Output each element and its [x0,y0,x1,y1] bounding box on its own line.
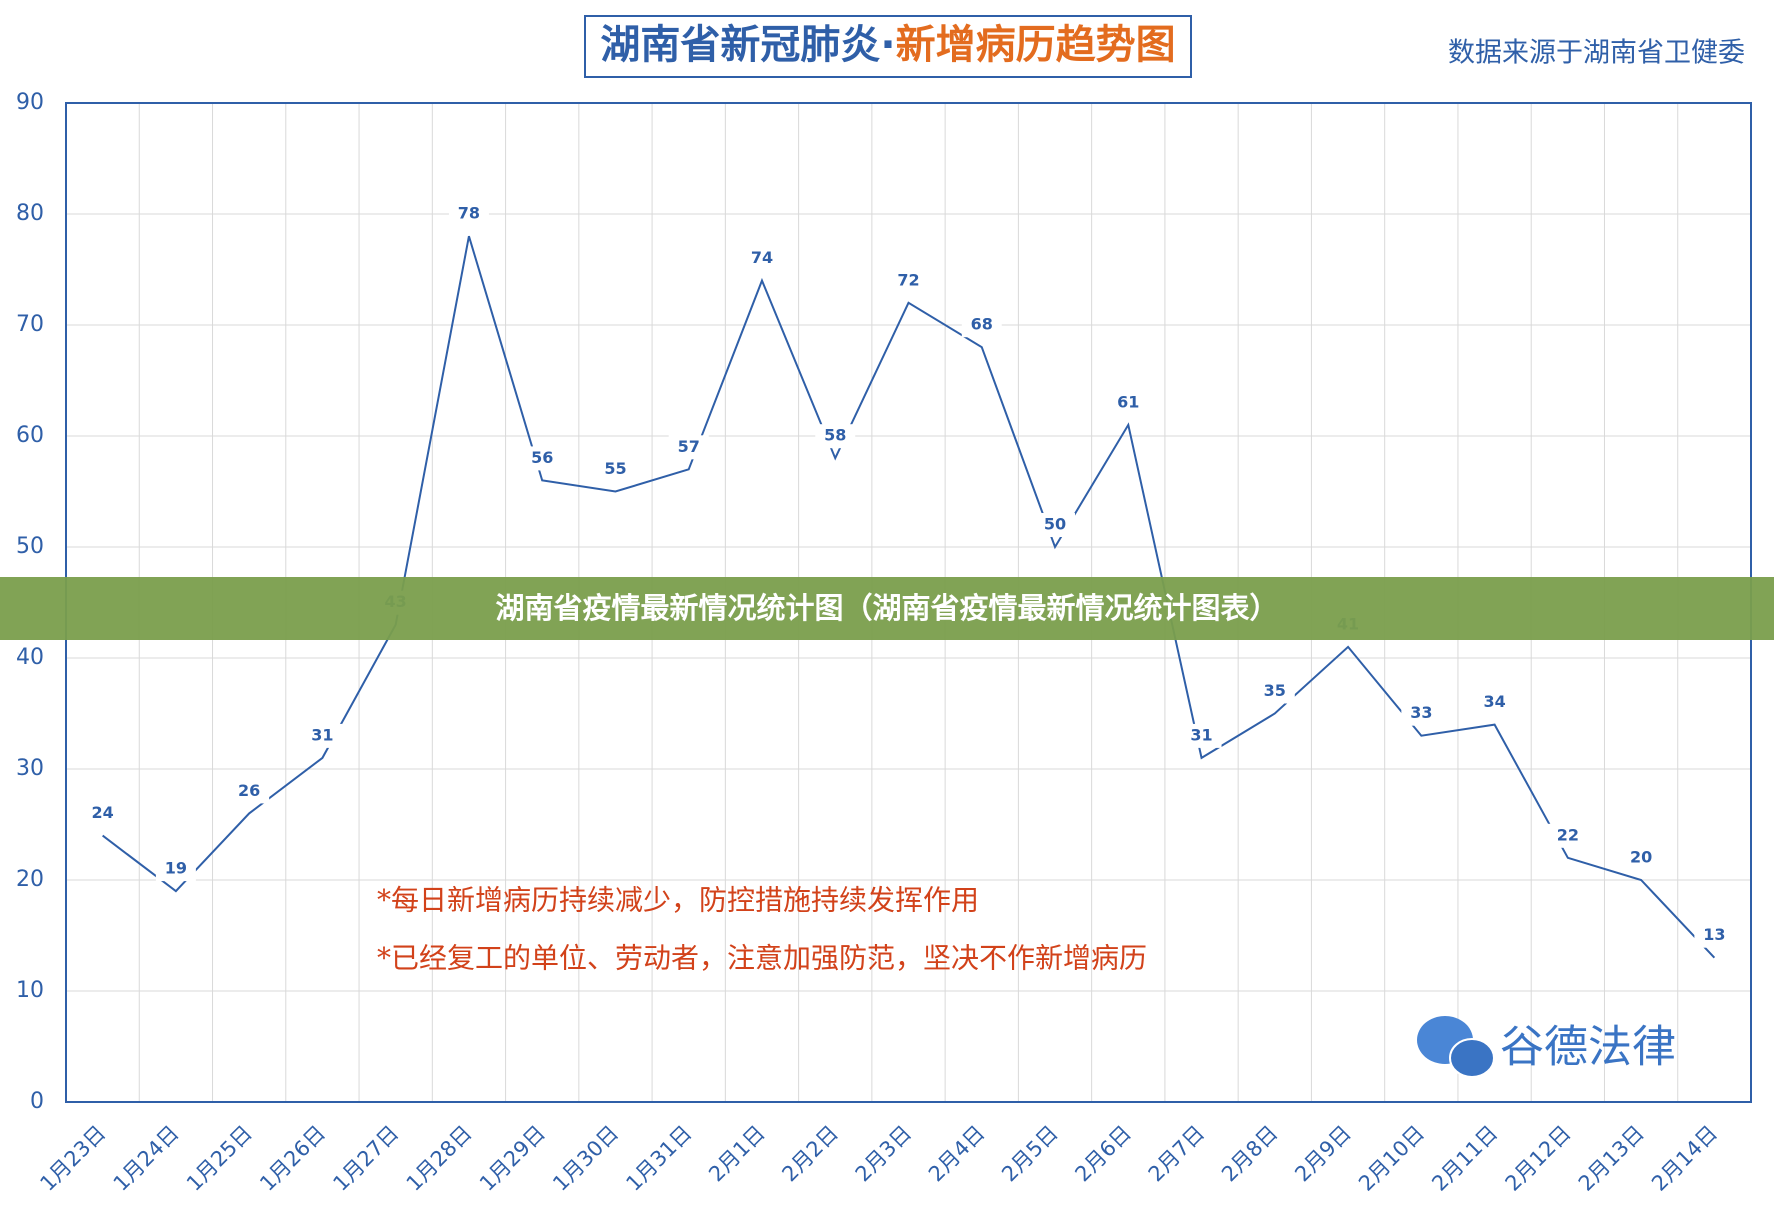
banner [0,577,1774,640]
logo-icon [1417,1016,1495,1078]
label-bg [595,457,636,482]
data-label: 19 [165,859,187,878]
y-tick-label: 90 [16,90,44,115]
x-tick-label: 1月29日 [475,1121,550,1196]
label-bg [155,857,196,882]
x-tick-label: 2月1日 [704,1121,770,1187]
label-bg [82,801,123,826]
label-bg [741,246,782,271]
label-bg [229,779,270,804]
x-tick-label: 1月25日 [182,1121,257,1196]
label-bg [1621,846,1662,870]
data-label: 78 [458,204,480,223]
x-tick-label: 2月14日 [1647,1121,1722,1196]
y-tick-label: 40 [16,645,44,670]
data-label: 74 [751,248,773,267]
y-tick-label: 0 [30,1089,44,1114]
data-label: 34 [1483,692,1505,711]
x-tick-label: 1月28日 [402,1121,477,1196]
data-label: 61 [1117,392,1139,411]
label-bg [1035,513,1076,537]
data-label: 13 [1703,925,1725,944]
x-tick-label: 1月30日 [548,1121,623,1196]
label-bg [961,313,1002,338]
x-tick-label: 1月27日 [328,1121,403,1196]
x-tick-label: 2月12日 [1501,1121,1576,1196]
data-label: 33 [1410,703,1432,722]
x-tick-label: 2月3日 [851,1121,917,1187]
data-label: 68 [971,315,993,334]
x-tick-label: 1月23日 [35,1121,110,1196]
annotation: *已经复工的单位、劳动者，注意加强防范，坚决不作新增病历 [377,942,1147,975]
x-tick-label: 2月10日 [1354,1121,1429,1196]
label-bg [1694,923,1735,948]
data-label: 26 [238,781,260,800]
label-bg [1547,823,1588,848]
y-tick-label: 70 [16,312,44,337]
x-tick-label: 2月5日 [997,1121,1063,1187]
title-part: 湖南省新冠肺炎· [600,22,895,68]
y-tick-label: 10 [16,978,44,1003]
source-note: 数据来源于湖南省卫健委 [1448,38,1745,69]
x-tick-label: 2月4日 [924,1121,990,1187]
data-label: 57 [678,437,700,456]
label-bg [1401,701,1442,726]
y-tick-label: 30 [16,756,44,781]
x-tick-label: 2月2日 [777,1121,843,1187]
x-tick-label: 2月8日 [1217,1121,1283,1187]
data-label: 58 [824,426,846,445]
x-tick-label: 2月13日 [1574,1121,1649,1196]
data-label: 24 [91,803,113,822]
line [102,235,1716,959]
data-label: 20 [1630,848,1652,867]
logo-text: 谷德法律 [1500,1022,1676,1073]
label-bg [448,202,489,227]
x-tick-label: 2月7日 [1144,1121,1210,1187]
label-bg [1108,390,1149,415]
label-bg [1181,723,1222,748]
x-tick-label: 2月11日 [1427,1121,1502,1196]
x-tick-label: 1月26日 [255,1121,330,1196]
label-bg [1254,679,1295,704]
label-bg [302,723,343,748]
label-bg [668,435,709,460]
title-part: 新增病历趋势图 [896,22,1176,68]
data-label: 50 [1044,515,1066,534]
title-box [584,15,1192,78]
data-label: 31 [311,725,333,744]
x-tick-label: 1月31日 [621,1121,696,1196]
data-label: 55 [604,459,626,478]
x-tick-label: 2月9日 [1290,1121,1356,1187]
label-bg [1474,690,1515,715]
x-tick-label: 1月24日 [109,1121,184,1196]
y-tick-label: 20 [16,867,44,892]
data-label: 22 [1557,825,1579,844]
data-label: 31 [1190,725,1212,744]
label-bg [522,446,563,471]
y-tick-label: 80 [16,201,44,226]
chart-title: 湖南省新冠肺炎·新增病历趋势图 [600,22,1175,68]
data-label: 72 [897,270,919,289]
annotation: *每日新增病历持续减少，防控措施持续发挥作用 [377,884,979,917]
x-tick-label: 2月6日 [1070,1121,1136,1187]
y-tick-label: 50 [16,534,44,559]
plot: 0 10 20 30 40 50 60 70 80 90 1月23日 24 1月24日 19 1月25日 26… [16,90,1752,1196]
data-label: 35 [1264,681,1286,700]
label-bg [888,268,929,293]
data-label: 56 [531,448,553,467]
y-tick-label: 60 [16,423,44,448]
banner-text: 湖南省疫情最新情况统计图（湖南省疫情最新情况统计图表） [495,591,1278,625]
label-bg [815,424,856,449]
